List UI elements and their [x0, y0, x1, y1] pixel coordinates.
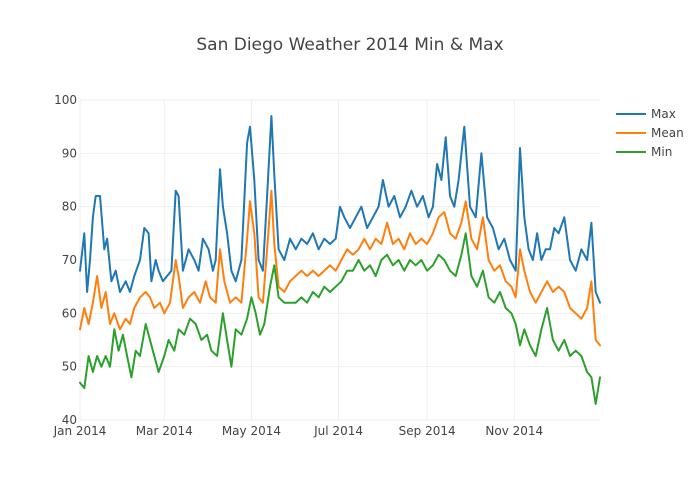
x-tick-label: Sep 2014 — [399, 424, 456, 438]
series-line-min[interactable] — [79, 232, 601, 405]
axes: 40 50 60 70 80 90 100 Jan 2014 Mar 2014 May 2014 J… — [53, 93, 544, 438]
legend-label: Min — [651, 145, 672, 159]
legend[interactable]: Max Mean Min — [616, 107, 684, 159]
legend-label: Max — [651, 107, 676, 121]
x-tick-label: May 2014 — [222, 424, 281, 438]
series-lines — [79, 115, 601, 405]
series-line-mean[interactable] — [79, 189, 601, 347]
legend-item-min[interactable]: Min — [616, 145, 672, 159]
x-tick-label: Jul 2014 — [313, 424, 363, 438]
y-tick-label: 80 — [62, 200, 77, 214]
y-tick-label: 100 — [54, 93, 77, 107]
series-line-max[interactable] — [79, 115, 601, 304]
y-tick-label: 90 — [62, 146, 77, 160]
legend-item-mean[interactable]: Mean — [616, 126, 684, 140]
y-tick-label: 40 — [62, 413, 77, 427]
y-tick-label: 50 — [62, 360, 77, 374]
legend-item-max[interactable]: Max — [616, 107, 676, 121]
legend-label: Mean — [651, 126, 684, 140]
y-tick-label: 60 — [62, 306, 77, 320]
x-tick-label: Jan 2014 — [53, 424, 107, 438]
x-tick-label: Mar 2014 — [136, 424, 193, 438]
x-tick-label: Nov 2014 — [485, 424, 543, 438]
y-tick-label: 70 — [62, 253, 77, 267]
chart-title: San Diego Weather 2014 Min & Max — [196, 35, 503, 55]
